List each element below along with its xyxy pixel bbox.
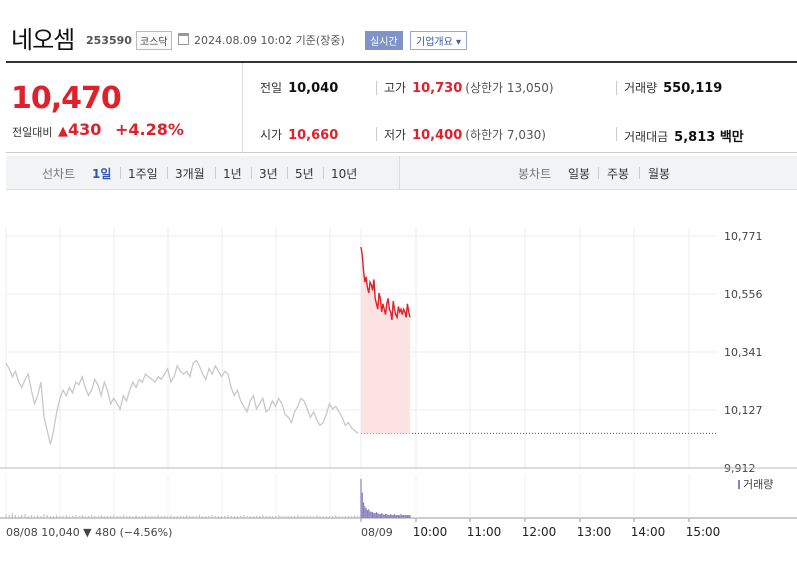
tab-1-year[interactable]: 1년	[223, 167, 242, 181]
divider	[376, 81, 377, 95]
price-cell: 10,470 전일대비 ▲430 +4.28%	[6, 63, 243, 153]
tab-divider	[287, 167, 288, 179]
today-area-fill	[361, 247, 410, 434]
x-tick-label: 12:00	[522, 525, 557, 539]
current-price: 10,470	[11, 81, 122, 116]
volume-legend-swatch	[738, 480, 740, 489]
tab-divider	[120, 167, 121, 179]
amount-stat: 거래대금 5,813 백만	[624, 126, 744, 145]
tab-3-month[interactable]: 3개월	[175, 167, 205, 181]
chart-tab-bar: 선차트 1일 1주일 3개월 1년 3년 5년 10년 봉차트 일봉 주봉 월봉	[6, 156, 797, 190]
up-triangle-icon: ▲	[58, 124, 68, 139]
tab-weekly-candle[interactable]: 주봉	[607, 167, 630, 181]
y-tick-label: 10,771	[724, 230, 763, 243]
x-tick-label: 11:00	[467, 525, 502, 539]
open-stat: 시가 10,660	[260, 126, 338, 143]
stock-code: 253590	[86, 34, 132, 47]
market-badge: 코스닥	[136, 31, 172, 50]
line-chart-label: 선차트	[42, 167, 76, 181]
realtime-badge: 실시간	[365, 31, 403, 50]
volume-legend-label: 거래량	[743, 478, 773, 491]
prev-close-stat: 전일 10,040	[260, 79, 338, 96]
prev-close-value: 10,040	[288, 81, 339, 96]
tab-divider	[323, 167, 324, 179]
low-stat: 저가 10,400 (하한가 7,030)	[384, 126, 546, 143]
x-tick-label: 15:00	[686, 525, 721, 539]
high-stat: 고가 10,730 (상한가 13,050)	[384, 79, 554, 96]
high-label: 고가	[384, 81, 407, 95]
change-label: 전일대비	[12, 126, 53, 139]
calendar-icon	[178, 33, 189, 45]
volume-stat: 거래량 550,119	[624, 79, 722, 96]
amount-value: 5,813 백만	[674, 130, 744, 145]
y-tick-label: 10,127	[724, 404, 763, 417]
prev-day-note: 08/08 10,040 ▼ 480 (−4.56%)	[6, 526, 172, 539]
y-tick-label: 10,341	[724, 346, 763, 359]
tab-5-year[interactable]: 5년	[295, 167, 314, 181]
volume-label: 거래량	[624, 81, 658, 95]
prev-day-price-line	[5, 359, 359, 445]
amount-label: 거래대금	[624, 130, 669, 144]
low-label: 저가	[384, 128, 407, 142]
x-tick-label: 14:00	[631, 525, 666, 539]
stock-name: 네오셈	[11, 26, 75, 54]
x-tick-label: 10:00	[413, 525, 448, 539]
tab-1-day[interactable]: 1일	[92, 167, 112, 181]
open-label: 시가	[260, 128, 283, 142]
divider	[616, 127, 617, 141]
timestamp: 2024.08.09 10:02 기준(장중)	[194, 34, 345, 47]
tab-divider	[167, 167, 168, 179]
change-amount: 430	[68, 120, 102, 139]
divider	[616, 81, 617, 95]
tab-monthly-candle[interactable]: 월봉	[648, 167, 671, 181]
tab-1-week[interactable]: 1주일	[128, 167, 158, 181]
change-percent: +4.28%	[115, 120, 184, 139]
change-value: ▲430	[58, 120, 101, 139]
intraday-chart[interactable]: 10,771 10,556 10,341 10,127 9,912 거래량 08/09 10:…	[0, 190, 797, 557]
tab-10-year[interactable]: 10년	[331, 167, 358, 181]
tab-divider	[215, 167, 216, 179]
low-value: 10,400	[412, 128, 463, 143]
high-value: 10,730	[412, 81, 463, 96]
tab-divider	[598, 167, 599, 179]
tab-divider	[251, 167, 252, 179]
divider	[376, 127, 377, 141]
tab-3-year[interactable]: 3년	[259, 167, 278, 181]
x-tick-label: 13:00	[577, 525, 612, 539]
prev-close-label: 전일	[260, 81, 283, 95]
company-overview-button[interactable]: 기업개요 ▾	[410, 31, 467, 50]
x-tick-label: 08/09	[361, 526, 393, 539]
candle-chart-label: 봉차트	[518, 167, 552, 181]
tab-daily-candle[interactable]: 일봉	[568, 167, 591, 181]
tab-group-divider	[399, 156, 400, 190]
today-price-line	[360, 246, 411, 321]
lower-limit: (하한가 7,030)	[465, 128, 546, 142]
stock-header: 네오셈 253590 코스닥 2024.08.09 10:02 기준(장중) 실…	[0, 0, 797, 60]
tab-divider	[639, 167, 640, 179]
y-tick-label: 10,556	[724, 288, 763, 301]
volume-value: 550,119	[663, 81, 723, 96]
open-value: 10,660	[288, 128, 339, 143]
upper-limit: (상한가 13,050)	[465, 81, 554, 95]
quote-panel: 10,470 전일대비 ▲430 +4.28% 전일 10,040 시가 10,66…	[6, 61, 797, 153]
